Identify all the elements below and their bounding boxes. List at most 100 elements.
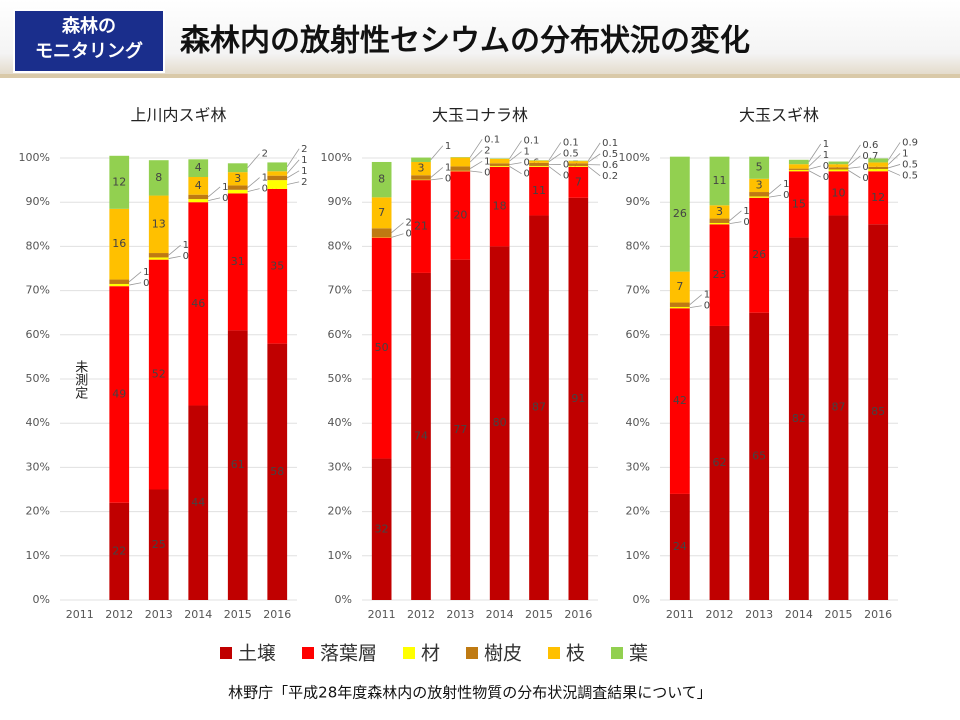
value-label: 65 bbox=[752, 449, 766, 462]
leader-line bbox=[848, 144, 861, 164]
bar-segment bbox=[371, 458, 392, 600]
leader-line bbox=[848, 166, 861, 169]
leader-line bbox=[430, 145, 444, 161]
bar-segment bbox=[411, 175, 431, 180]
bar-segment bbox=[868, 169, 889, 172]
y-tick-label: 40% bbox=[626, 416, 650, 429]
value-label: 18 bbox=[493, 200, 507, 213]
leader-line bbox=[509, 140, 522, 159]
bar-segment bbox=[371, 197, 392, 229]
value-label: 42 bbox=[673, 394, 687, 407]
x-tick-label: 2013 bbox=[745, 608, 773, 621]
value-label: 3 bbox=[418, 162, 425, 175]
leader-line bbox=[587, 153, 601, 163]
value-label: 0.1 bbox=[563, 137, 579, 148]
bar-segment bbox=[828, 171, 849, 216]
bar-segment bbox=[709, 224, 730, 326]
leader-line bbox=[469, 160, 483, 169]
bar-segment bbox=[411, 157, 431, 162]
bar-segment bbox=[109, 502, 130, 600]
y-tick-label: 40% bbox=[26, 416, 50, 429]
y-tick-label: 70% bbox=[626, 284, 650, 297]
value-label: 49 bbox=[112, 387, 126, 400]
bar-segment bbox=[148, 253, 169, 258]
bar-segment bbox=[188, 159, 209, 178]
legend-swatch bbox=[466, 647, 478, 659]
bar-segment bbox=[828, 167, 849, 170]
value-label: 0.1 bbox=[602, 138, 618, 149]
bar-segment bbox=[411, 180, 431, 273]
value-label: 61 bbox=[231, 458, 245, 471]
leader-line bbox=[430, 178, 443, 181]
value-label: 91 bbox=[571, 392, 585, 405]
value-label: 1 bbox=[183, 240, 189, 251]
chart-title: 上川内スギ林 bbox=[130, 106, 226, 125]
bar-segment bbox=[450, 157, 471, 167]
value-label: 8 bbox=[155, 171, 162, 184]
bar-segment bbox=[709, 218, 730, 223]
value-label: 1 bbox=[783, 179, 789, 190]
bar-segment bbox=[868, 166, 889, 170]
value-label: 1 bbox=[524, 147, 530, 158]
leader-line bbox=[430, 167, 444, 178]
leader-line bbox=[808, 170, 821, 178]
bar-segment bbox=[749, 312, 770, 600]
value-label: 13 bbox=[152, 217, 166, 230]
legend-swatch bbox=[403, 647, 415, 659]
leader-line bbox=[208, 197, 221, 202]
bar-segment bbox=[529, 215, 549, 600]
leader-line bbox=[391, 222, 404, 234]
value-label: 11 bbox=[713, 174, 727, 187]
value-label: 58 bbox=[270, 465, 284, 478]
bar-segment bbox=[868, 158, 889, 163]
value-label: 3 bbox=[756, 178, 763, 191]
bar-segment bbox=[568, 161, 589, 164]
value-label: 1 bbox=[143, 267, 149, 278]
bar-segment bbox=[669, 271, 690, 303]
bar-segment bbox=[489, 163, 510, 166]
bar-segment bbox=[709, 205, 730, 219]
value-label: 11 bbox=[532, 184, 546, 197]
value-label: 12 bbox=[112, 175, 126, 188]
leader-line bbox=[287, 181, 300, 185]
y-tick-label: 80% bbox=[626, 239, 650, 252]
bar-segment bbox=[709, 156, 730, 206]
value-label: 1 bbox=[445, 162, 451, 173]
y-tick-label: 20% bbox=[26, 505, 50, 518]
bar-segment bbox=[227, 189, 248, 194]
y-tick-label: 10% bbox=[26, 549, 50, 562]
legend: 土壌 落葉層 材 樹皮 枝 葉 bbox=[220, 643, 648, 665]
legend-swatch bbox=[302, 647, 314, 659]
leader-line bbox=[509, 166, 522, 175]
bar-segment bbox=[411, 272, 431, 600]
bar-segment bbox=[868, 224, 889, 601]
leader-line bbox=[729, 221, 742, 225]
y-tick-label: 90% bbox=[626, 195, 650, 208]
legend-swatch bbox=[611, 647, 623, 659]
bar-segment bbox=[669, 308, 690, 494]
bar-segment bbox=[828, 164, 849, 168]
leader-line bbox=[848, 170, 861, 179]
leader-line bbox=[247, 188, 260, 192]
legend-label: 葉 bbox=[629, 643, 648, 665]
bar-segment bbox=[828, 169, 849, 172]
leader-line bbox=[587, 166, 601, 177]
value-label: 0.6 bbox=[602, 160, 618, 171]
leader-line bbox=[168, 255, 181, 259]
value-label: 0.9 bbox=[902, 137, 918, 148]
bar-segment bbox=[148, 257, 169, 260]
value-label: 26 bbox=[752, 248, 766, 261]
bar-segment bbox=[227, 330, 248, 600]
bar-segment bbox=[749, 197, 770, 313]
bar-segment bbox=[828, 161, 849, 165]
bar-segment bbox=[188, 177, 209, 195]
bar-segment bbox=[188, 405, 209, 600]
leader-line bbox=[887, 164, 901, 169]
value-label: 1 bbox=[902, 148, 908, 159]
bar-segment bbox=[749, 192, 770, 197]
value-label: 2 bbox=[301, 177, 307, 188]
bar-segment bbox=[788, 169, 809, 172]
y-tick-label: 20% bbox=[328, 505, 352, 518]
bar-segment bbox=[669, 493, 690, 600]
badge-line: モニタリング bbox=[35, 40, 143, 62]
